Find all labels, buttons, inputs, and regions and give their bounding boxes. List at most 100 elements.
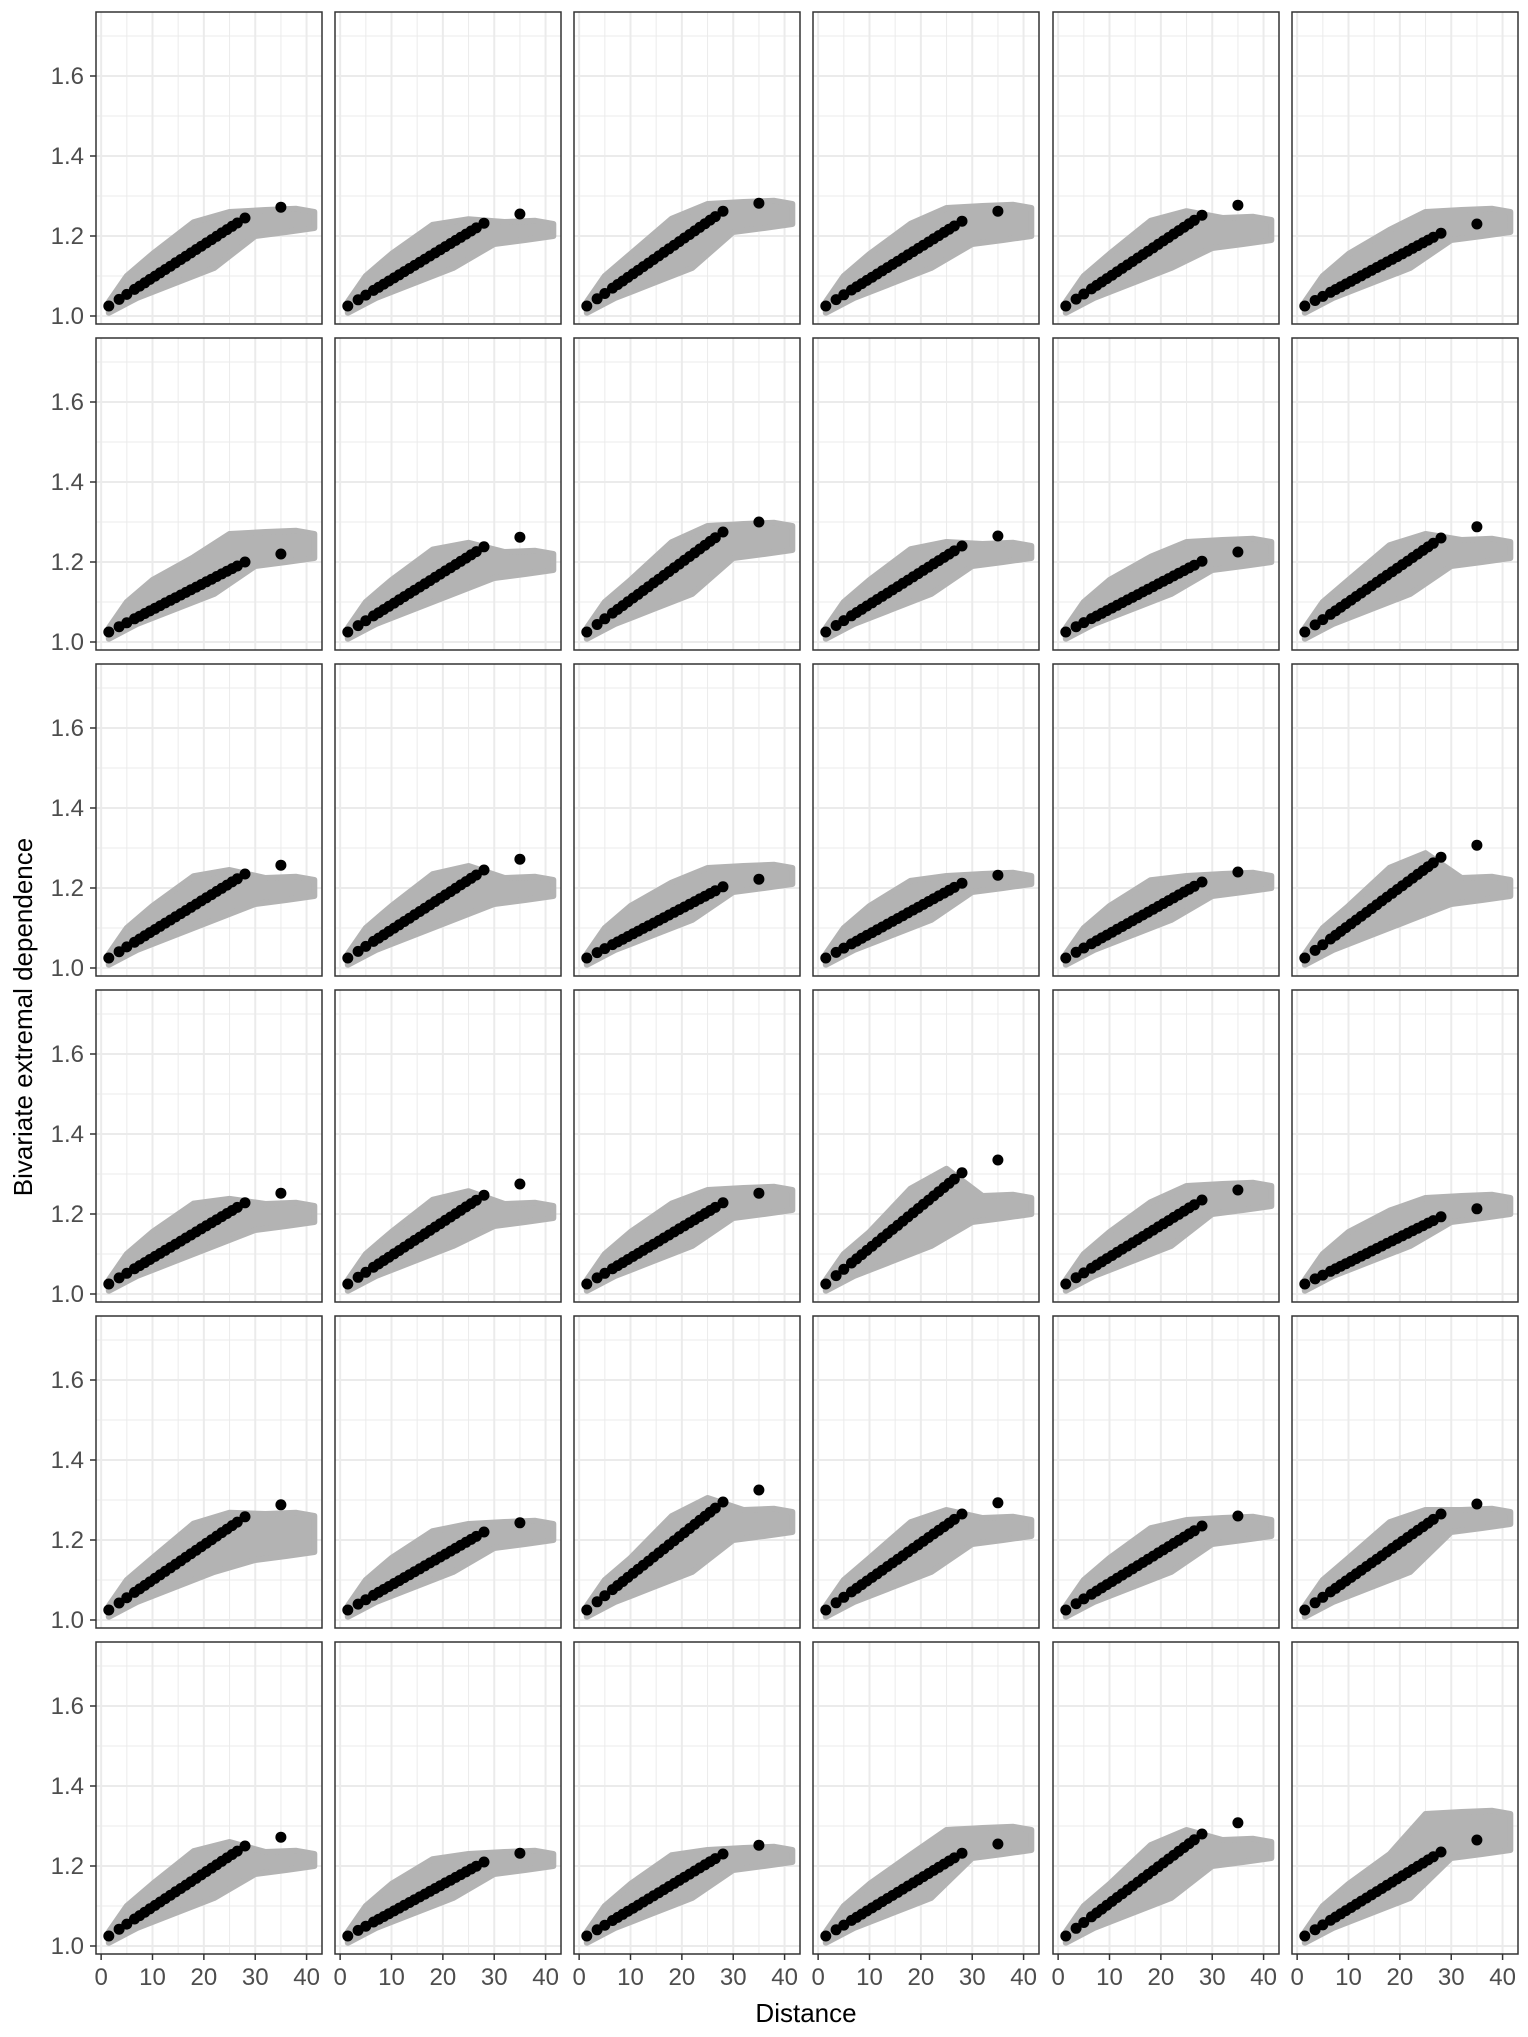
y-tick-label: 1.6: [51, 1693, 84, 1720]
data-point: [478, 217, 490, 229]
simulation-envelope: [822, 201, 1035, 316]
data-point: [820, 1604, 832, 1616]
x-tick-label: 20: [1387, 1964, 1414, 1991]
facet-panel: [95, 663, 323, 977]
facet-panel: [1052, 1641, 1280, 1955]
y-tick-label: 1.0: [51, 629, 84, 656]
data-point: [1299, 300, 1311, 312]
data-point: [820, 1278, 832, 1290]
data-point: [948, 1513, 960, 1525]
data-point: [1196, 1520, 1208, 1532]
facet-panel: [334, 663, 562, 977]
x-axis-title: Distance: [755, 1998, 856, 2028]
data-point: [342, 1278, 354, 1290]
panel-border: [95, 1315, 323, 1629]
data-point: [1070, 1922, 1082, 1934]
data-point: [239, 556, 251, 568]
facet-panel: [1291, 989, 1519, 1303]
simulation-envelope: [105, 867, 318, 968]
simulation-envelope: [1062, 869, 1275, 968]
x-tick-label: 10: [1335, 1964, 1362, 1991]
simulation-envelope: [1301, 1505, 1514, 1620]
data-point: [956, 1167, 968, 1179]
facet-panel: [573, 11, 801, 325]
simulation-envelope: [822, 1507, 1035, 1620]
y-tick-label: 1.6: [51, 1041, 84, 1068]
facet-panel: [95, 1641, 323, 1955]
x-tick-label: 10: [1096, 1964, 1123, 1991]
facet-panel: [1052, 989, 1280, 1303]
data-point: [1435, 1846, 1447, 1858]
simulation-envelope: [1062, 1513, 1275, 1620]
panel-border: [334, 337, 562, 651]
panel-border: [1052, 989, 1280, 1303]
data-point: [820, 300, 832, 312]
simulation-envelope: [344, 539, 557, 642]
x-tick-label: 20: [430, 1964, 457, 1991]
data-point: [992, 1838, 1004, 1850]
panel-border: [334, 663, 562, 977]
data-point: [1060, 1278, 1072, 1290]
data-point: [514, 1178, 526, 1190]
data-point: [1299, 952, 1311, 964]
x-tick-label: 30: [1438, 1964, 1465, 1991]
panel-border: [573, 989, 801, 1303]
facet-panel: [1291, 11, 1519, 325]
data-point: [717, 1848, 729, 1860]
data-point: [753, 1187, 765, 1199]
facet-panel: [95, 11, 323, 325]
facet-panel: [1052, 663, 1280, 977]
facet-panel: [334, 337, 562, 651]
data-point: [514, 1847, 526, 1859]
panel-border: [573, 663, 801, 977]
data-point: [717, 881, 729, 893]
simulation-envelope: [583, 1843, 796, 1946]
data-point: [1299, 1604, 1311, 1616]
panel-border: [812, 337, 1040, 651]
y-tick-label: 1.2: [51, 1853, 84, 1880]
data-point: [275, 1831, 287, 1843]
data-point: [239, 1840, 251, 1852]
y-tick-label: 1.4: [51, 1773, 84, 1800]
simulation-envelope: [1301, 205, 1514, 316]
x-tick-label: 40: [771, 1964, 798, 1991]
x-tick-label: 40: [293, 1964, 320, 1991]
simulation-envelope: [344, 1188, 557, 1294]
simulation-envelope: [583, 197, 796, 316]
facet-panel: [812, 1315, 1040, 1629]
facet-panel: [573, 337, 801, 651]
data-point: [1299, 1278, 1311, 1290]
x-tick-label: 30: [242, 1964, 269, 1991]
data-point: [514, 208, 526, 220]
data-point: [478, 1856, 490, 1868]
data-point: [1196, 555, 1208, 567]
facet-panel: [334, 1641, 562, 1955]
y-tick-label: 1.0: [51, 303, 84, 330]
panel-border: [812, 1315, 1040, 1629]
data-point: [1309, 944, 1321, 956]
simulation-envelope: [344, 1517, 557, 1620]
data-point: [753, 197, 765, 209]
facet-panel: [812, 337, 1040, 651]
data-point: [830, 1270, 842, 1282]
panel-border: [1291, 989, 1519, 1303]
data-point: [992, 530, 1004, 542]
data-point: [1196, 1828, 1208, 1840]
panel-border: [573, 337, 801, 651]
data-point: [1309, 1597, 1321, 1609]
simulation-envelope: [1062, 208, 1275, 316]
data-point: [103, 1604, 115, 1616]
facet-panel: [1052, 337, 1280, 651]
simulation-envelope: [1062, 535, 1275, 642]
panel-border: [812, 11, 1040, 325]
data-point: [581, 626, 593, 638]
y-tick-label: 1.2: [51, 1201, 84, 1228]
panel-border: [95, 337, 323, 651]
data-point: [1427, 1513, 1439, 1525]
simulation-envelope: [1301, 1191, 1514, 1294]
facet-panel: [812, 1641, 1040, 1955]
facet-panel: [1291, 1641, 1519, 1955]
simulation-envelope: [344, 1847, 557, 1946]
x-tick-label: 0: [94, 1964, 107, 1991]
